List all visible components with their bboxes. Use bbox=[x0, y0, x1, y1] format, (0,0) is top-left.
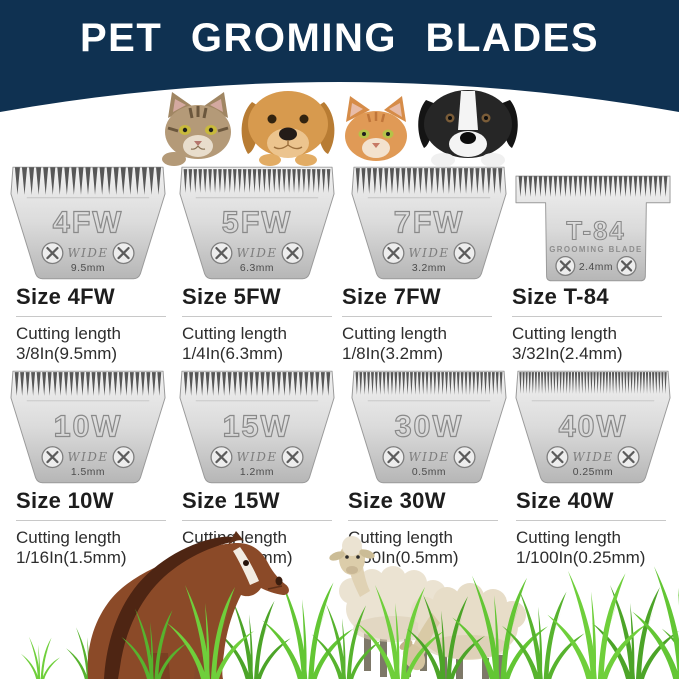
blade-teeth bbox=[183, 372, 331, 396]
blade-image-4fw: 4FW WIDE 9.5mm bbox=[9, 162, 167, 281]
blade-image-t84: T-84 GROOMING BLADE 2.4mm bbox=[514, 166, 672, 285]
spec-line1: Cutting length bbox=[342, 324, 447, 343]
blade-teeth bbox=[14, 167, 162, 195]
spec-title: Size 15W bbox=[182, 488, 332, 521]
tabby-cat-image bbox=[162, 92, 231, 166]
blade-teeth bbox=[519, 372, 667, 394]
blade-image-10w: 10W WIDE 1.5mm bbox=[9, 366, 167, 485]
blade-model-engraving: 5FW bbox=[222, 205, 293, 239]
blade-badge-engraving: WIDE bbox=[68, 246, 109, 260]
blade-thickness-engraving: 9.5mm bbox=[71, 263, 105, 274]
spec-line2: 1/100In(0.25mm) bbox=[516, 548, 646, 567]
spec-line1: Cutting length bbox=[16, 528, 121, 547]
blade-screws bbox=[41, 446, 135, 469]
blade-thickness-engraving: 1.2mm bbox=[240, 467, 274, 478]
spec-block-30w: Size 30W Cutting length 1/50In(0.5mm) bbox=[348, 488, 498, 568]
black-white-dog-image bbox=[418, 90, 518, 166]
blade-thickness-engraving: 2.4mm bbox=[579, 262, 613, 273]
spec-block-4fw: Size 4FW Cutting length 3/8In(9.5mm) bbox=[16, 284, 166, 364]
spec-line1: Cutting length bbox=[348, 528, 453, 547]
page-title: PET GROMING BLADES bbox=[79, 16, 600, 60]
blade-model-engraving: 10W bbox=[54, 409, 123, 443]
spec-line2: 1/16In(1.5mm) bbox=[16, 548, 127, 567]
blade-badge-engraving: WIDE bbox=[409, 450, 450, 464]
standing-sheep-image bbox=[329, 536, 446, 677]
blade-image-40w: 40W WIDE 0.25mm bbox=[514, 366, 672, 485]
blade-thickness-engraving: 6.3mm bbox=[240, 263, 274, 274]
ginger-cat-image bbox=[345, 96, 407, 161]
spec-line2: 1/50In(0.5mm) bbox=[348, 548, 459, 567]
spec-title: Size 5FW bbox=[182, 284, 332, 317]
spec-line1: Cutting length bbox=[182, 324, 287, 343]
spec-line1: Cutting length bbox=[16, 324, 121, 343]
spec-title: Size T-84 bbox=[512, 284, 662, 317]
blade-teeth bbox=[183, 169, 331, 193]
blade-screws bbox=[555, 255, 637, 277]
blade-screws bbox=[382, 446, 476, 469]
farm-scene bbox=[20, 531, 679, 679]
spec-block-5fw: Size 5FW Cutting length 1/4In(6.3mm) bbox=[182, 284, 332, 364]
spec-line2: 1/8In(3.2mm) bbox=[342, 344, 444, 363]
golden-retriever-image bbox=[241, 91, 335, 166]
blade-model-engraving: 40W bbox=[559, 409, 628, 443]
spec-line1: Cutting length bbox=[512, 324, 617, 343]
blade-badge-engraving: WIDE bbox=[573, 450, 614, 464]
spec-line2: 3/32In(2.4mm) bbox=[512, 344, 623, 363]
blade-screws bbox=[546, 446, 640, 469]
blade-image-15w: 15W WIDE 1.2mm bbox=[178, 366, 336, 485]
peeking-pets-row bbox=[162, 90, 518, 166]
blade-teeth bbox=[355, 372, 503, 395]
blade-thickness-engraving: 0.5mm bbox=[412, 467, 446, 478]
spec-title: Size 7FW bbox=[342, 284, 492, 317]
spec-title: Size 10W bbox=[16, 488, 166, 521]
blade-model-engraving: 7FW bbox=[394, 205, 465, 239]
blade-screws bbox=[210, 446, 304, 469]
blade-image-5fw: 5FW WIDE 6.3mm bbox=[178, 162, 336, 281]
blade-model-engraving: T-84 bbox=[566, 217, 625, 245]
blade-model-engraving: 30W bbox=[395, 409, 464, 443]
spec-block-40w: Size 40W Cutting length 1/100In(0.25mm) bbox=[516, 488, 666, 568]
blade-badge-engraving: WIDE bbox=[68, 450, 109, 464]
blade-screws bbox=[210, 242, 304, 265]
spec-title: Size 4FW bbox=[16, 284, 166, 317]
header-curve-shape bbox=[0, 0, 679, 112]
blade-thickness-engraving: 0.25mm bbox=[573, 467, 613, 478]
spec-line1: Cutting length bbox=[516, 528, 621, 547]
blade-thickness-engraving: 1.5mm bbox=[71, 467, 105, 478]
blade-badge-engraving: WIDE bbox=[409, 246, 450, 260]
blade-screws bbox=[382, 242, 476, 265]
blade-thickness-engraving: 3.2mm bbox=[412, 263, 446, 274]
blade-image-7fw: 7FW WIDE 3.2mm bbox=[350, 162, 508, 281]
spec-line2: 1/4In(6.3mm) bbox=[182, 344, 284, 363]
blade-badge-engraving: WIDE bbox=[237, 450, 278, 464]
spec-title: Size 30W bbox=[348, 488, 498, 521]
blade-teeth bbox=[518, 176, 668, 197]
spec-line2: 3/8In(9.5mm) bbox=[16, 344, 118, 363]
spec-block-10w: Size 10W Cutting length 1/16In(1.5mm) bbox=[16, 488, 166, 568]
blade-image-30w: 30W WIDE 0.5mm bbox=[350, 366, 508, 485]
spec-block-t84: Size T-84 Cutting length 3/32In(2.4mm) bbox=[512, 284, 662, 364]
blade-badge-engraving: WIDE bbox=[237, 246, 278, 260]
blade-model-engraving: 4FW bbox=[53, 205, 124, 239]
spec-title: Size 40W bbox=[516, 488, 666, 521]
blade-screws bbox=[41, 242, 135, 265]
spec-block-7fw: Size 7FW Cutting length 1/8In(3.2mm) bbox=[342, 284, 492, 364]
blade-model-engraving: 15W bbox=[223, 409, 292, 443]
blade-teeth bbox=[14, 372, 162, 396]
header-banner: PET GROMING BLADES bbox=[0, 0, 679, 122]
blade-badge-engraving: GROOMING BLADE bbox=[549, 245, 642, 254]
blade-teeth bbox=[355, 168, 503, 194]
